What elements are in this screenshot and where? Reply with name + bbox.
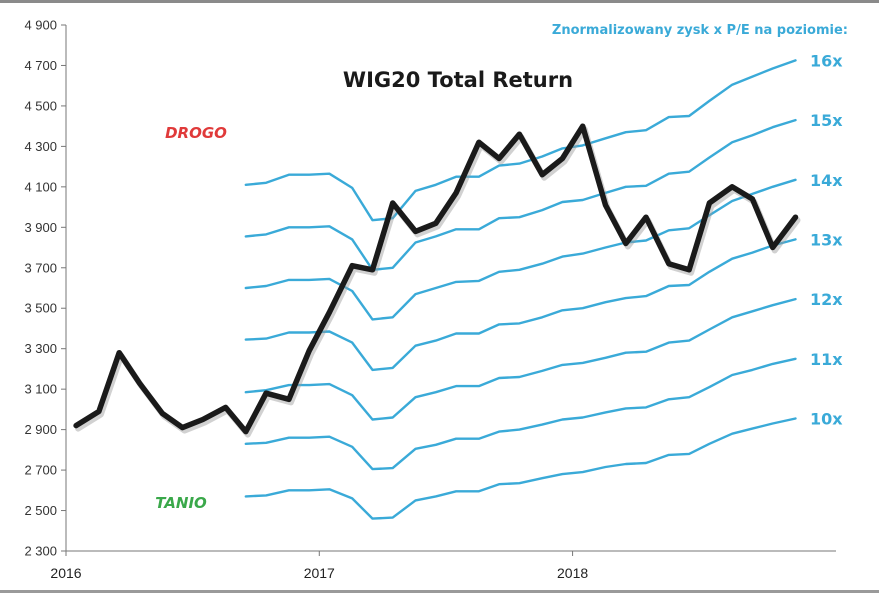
band-line-10x (244, 417, 797, 520)
band-label-14x: 14x (810, 171, 843, 190)
x-tick-label: 2018 (557, 565, 588, 581)
band-line-13x (244, 238, 797, 372)
y-tick-label: 2 900 (24, 422, 57, 437)
band-labels: 10x 11x 12x 13x 14x 15x 16x (810, 51, 843, 428)
band-line-15x (244, 118, 797, 271)
bands-header: Znormalizowany zysk x P/E na poziomie: (552, 23, 848, 38)
x-tick-label: 2016 (50, 565, 81, 581)
band-label-12x: 12x (810, 290, 843, 309)
y-tick-label: 4 900 (24, 18, 57, 33)
annotation-tanio: TANIO (155, 494, 207, 512)
band-label-15x: 15x (810, 111, 843, 130)
band-line-11x (244, 357, 797, 471)
y-tick-label: 2 500 (24, 503, 57, 518)
y-tick-label: 3 300 (24, 341, 57, 356)
chart-title: WIG20 Total Return (343, 68, 573, 92)
axes (65, 25, 836, 552)
band-label-10x: 10x (810, 409, 843, 428)
y-tick-label: 3 900 (24, 220, 57, 235)
y-tick-label: 3 100 (24, 382, 57, 397)
y-tick-label: 4 500 (24, 98, 57, 113)
annotation-drogo: DROGO (165, 124, 227, 142)
x-tick-label: 2017 (304, 565, 335, 581)
y-tick-label: 4 300 (24, 139, 57, 154)
y-tick-label: 2 300 (24, 544, 57, 559)
main-series-shadow (75, 126, 801, 438)
chart-svg: 2 300 2 500 2 700 2 900 3 100 3 300 3 500 3 700… (24, 18, 848, 582)
main-series (73, 123, 801, 438)
pe-bands (244, 59, 797, 520)
main-series-line (73, 123, 799, 435)
y-tick-label: 3 500 (24, 301, 57, 316)
y-tick-label: 3 700 (24, 260, 57, 275)
band-label-16x: 16x (810, 51, 843, 70)
y-ticks: 2 300 2 500 2 700 2 900 3 100 3 300 3 500 3 700… (24, 18, 66, 559)
band-line-12x (244, 297, 797, 421)
band-line-16x (244, 59, 797, 222)
x-ticks: 2016 2017 2018 (50, 551, 588, 581)
band-label-13x: 13x (810, 230, 843, 249)
y-tick-label: 4 700 (24, 58, 57, 73)
y-tick-label: 2 700 (24, 463, 57, 478)
y-tick-label: 4 100 (24, 179, 57, 194)
band-label-11x: 11x (810, 350, 843, 369)
